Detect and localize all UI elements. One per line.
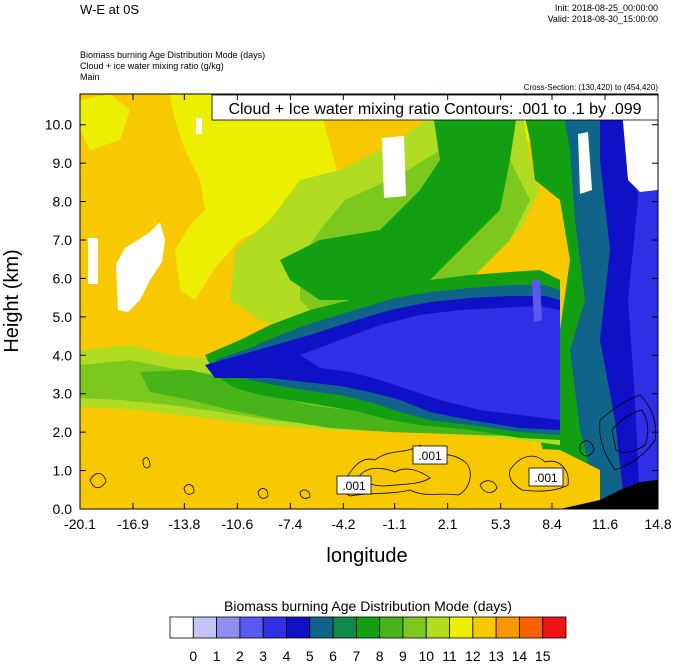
field-main: Main [80, 72, 100, 82]
colorbar-label: 0 [189, 648, 197, 664]
y-tick-label: 6.0 [53, 270, 73, 286]
colorbar-swatch [169, 616, 194, 639]
colorbar-label: 11 [442, 648, 457, 664]
colorbar-swatch [239, 616, 264, 639]
heatmap-field [80, 94, 658, 509]
colorbar-label: 8 [376, 648, 384, 664]
y-tick-label: 5.0 [53, 309, 73, 325]
colorbar-label: 9 [399, 648, 407, 664]
colorbar-label: 14 [512, 648, 528, 664]
y-tick-label: 3.0 [53, 386, 73, 402]
colorbar-swatch [449, 616, 474, 639]
cloud-contours [89, 394, 657, 499]
x-tick-label: -7.4 [278, 516, 302, 532]
field-biomass: Biomass burning Age Distribution Mode (d… [80, 50, 266, 60]
colorbar-swatch [472, 616, 497, 639]
colorbar-label: 3 [259, 648, 267, 664]
init-time: Init: 2018-08-25_00:00:00 [554, 3, 658, 13]
x-axis-label: longitude [326, 545, 407, 567]
colorbar-swatch [425, 616, 450, 639]
time-info: Init: 2018-08-25_00:00:00 Valid: 2018-08… [548, 3, 658, 25]
colorbar-label: 5 [306, 648, 314, 664]
contour-label: .001 [418, 449, 442, 463]
colorbar-label: 1 [213, 648, 221, 664]
contour-title-box [211, 94, 659, 121]
y-tick-label: 10.0 [45, 117, 72, 133]
x-tick-label: 8.4 [542, 516, 562, 532]
colorbar-label: 15 [535, 648, 551, 664]
field-descriptions: Biomass burning Age Distribution Mode (d… [80, 50, 265, 83]
x-tick-label: -1.1 [383, 516, 407, 532]
contour-label: .001 [534, 471, 558, 485]
y-tick-label: 8.0 [53, 194, 73, 210]
colorbar-title: Biomass burning Age Distribution Mode (d… [224, 598, 512, 614]
x-tick-label: -10.6 [221, 516, 253, 532]
colorbar-swatch [519, 616, 544, 639]
plot-frame [79, 93, 659, 510]
colorbar-swatch [542, 616, 567, 639]
x-tick-label: 14.8 [644, 516, 671, 532]
x-tick-label: 5.3 [491, 516, 511, 532]
colorbar-label: 12 [465, 648, 481, 664]
x-tick-label: -16.9 [117, 516, 149, 532]
y-axis: 0.0 1.0 2.0 3.0 4.0 5.0 6.0 7.0 8.0 9.0 10.0 [45, 117, 658, 517]
y-tick-label: 4.0 [53, 347, 73, 363]
y-tick-label: 7.0 [53, 232, 73, 248]
colorbar-label: 4 [283, 648, 291, 664]
colorbar-label: 13 [488, 648, 504, 664]
colorbar-swatch [309, 616, 334, 639]
y-tick-label: 9.0 [53, 155, 73, 171]
y-tick-label: 2.0 [53, 424, 73, 440]
contour-labels: .001 .001 .001 [336, 445, 564, 495]
valid-time: Valid: 2018-08-30_15:00:00 [547, 14, 658, 24]
colorbar-swatch [216, 616, 241, 639]
y-tick-label: 1.0 [53, 463, 73, 479]
field-cloud-ice: Cloud + ice water mixing ratio (g/kg) [80, 61, 224, 71]
colorbar-swatch [355, 616, 381, 639]
colorbar-label: 7 [352, 648, 360, 664]
colorbar-swatch [262, 616, 287, 639]
colorbar-swatch [402, 616, 427, 639]
x-tick-label: 2.1 [438, 516, 458, 532]
x-tick-label: 11.6 [592, 516, 618, 532]
page-title: W-E at 0S [80, 2, 140, 17]
y-tick-label: 0.0 [53, 501, 73, 517]
colorbar-swatch [495, 616, 520, 639]
x-tick-label: -13.8 [168, 516, 200, 532]
colorbar-label: 2 [236, 648, 244, 664]
y-axis-label: Height (km) [1, 249, 23, 352]
colorbar: 0 1 2 3 4 5 6 7 8 9 10 11 12 13 14 15 [169, 616, 567, 664]
x-tick-label: -20.1 [64, 516, 96, 532]
cross-section-label: Cross-Section: (130,420) to (454,420) [523, 83, 658, 92]
colorbar-swatch [379, 616, 404, 639]
x-axis: -20.1 -16.9 -13.8 -10.6 -7.4 -4.2 -1.1 2.1 5.3 8.… [64, 94, 672, 532]
colorbar-label: 6 [329, 648, 337, 664]
colorbar-swatch [286, 616, 311, 639]
colorbar-swatch [192, 616, 217, 639]
colorbar-swatch [332, 616, 357, 639]
x-tick-label: -4.2 [331, 516, 355, 532]
contour-label: .001 [342, 479, 366, 493]
colorbar-label: 10 [418, 648, 434, 664]
chart-title: Cloud + Ice water mixing ratio Contours:… [228, 101, 641, 118]
